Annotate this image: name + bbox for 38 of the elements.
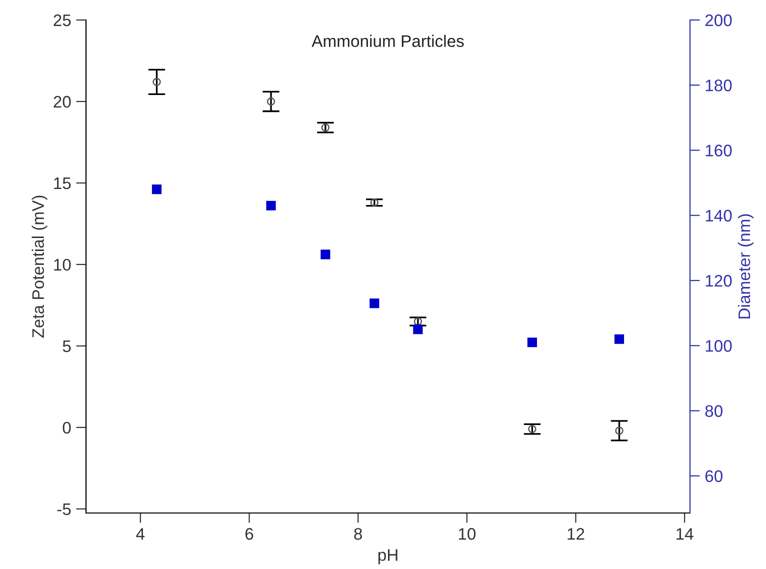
x-tick-label: 10 xyxy=(458,528,476,540)
y2-tick-label: 140 xyxy=(706,210,732,222)
point xyxy=(321,123,330,132)
y-tick-label: 20 xyxy=(54,96,71,108)
y2-tick-label: 160 xyxy=(706,144,732,156)
point xyxy=(614,334,624,344)
x-tick-label: 12 xyxy=(568,528,584,540)
point xyxy=(370,198,378,207)
point xyxy=(152,184,162,194)
point xyxy=(266,200,276,210)
y2-tick-label: 180 xyxy=(706,80,732,92)
y2-tick-label: 100 xyxy=(706,340,732,352)
point xyxy=(320,250,330,260)
y-tick-label: 5 xyxy=(62,340,71,352)
point xyxy=(615,426,624,435)
x-axis-title: pH xyxy=(378,549,398,564)
y-tick-label: 0 xyxy=(62,422,71,434)
y-tick-label: -5 xyxy=(57,504,71,516)
x-tick-label: 6 xyxy=(245,528,254,540)
point xyxy=(152,78,161,86)
point xyxy=(370,298,380,308)
point xyxy=(528,424,536,434)
x-tick-label: 8 xyxy=(354,528,362,540)
y-axis-title: Zeta Potential (mV) xyxy=(32,196,48,338)
y-tick-label: 15 xyxy=(54,178,71,190)
y2-axis-title: Diameter (nm) xyxy=(738,214,754,318)
x-tick-label: 14 xyxy=(676,528,694,540)
y2-tick-label: 60 xyxy=(705,470,722,482)
y-tick-label: 10 xyxy=(54,258,71,271)
y2-tick-label: 200 xyxy=(705,14,732,26)
text: Ammonium Particles xyxy=(312,34,464,48)
y2-tick-label: 80 xyxy=(705,405,722,417)
point xyxy=(266,97,276,106)
point xyxy=(527,338,537,348)
y2-tick-label: 120 xyxy=(706,274,732,287)
x-tick-label: 4 xyxy=(136,528,145,540)
point xyxy=(413,324,423,334)
y-tick-label: 25 xyxy=(54,14,71,26)
